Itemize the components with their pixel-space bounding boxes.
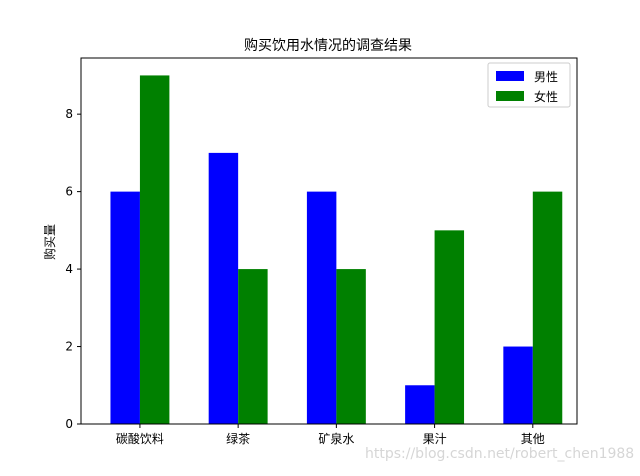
- bar-男性-其他: [503, 346, 533, 424]
- bar-女性-绿茶: [238, 269, 268, 424]
- bar-男性-果汁: [405, 385, 435, 424]
- bar-女性-果汁: [434, 230, 465, 424]
- x-tick-label: 碳酸饮料: [116, 431, 164, 446]
- legend-swatch-女性: [496, 91, 524, 101]
- legend-swatch-男性: [496, 71, 524, 81]
- chart-title: 购买饮用水情况的调查结果: [244, 38, 412, 54]
- legend-label-男性: 男性: [534, 70, 558, 84]
- x-tick-label: 矿泉水: [318, 432, 354, 446]
- y-tick-label: 4: [65, 262, 73, 276]
- bar-女性-碳酸饮料: [139, 75, 170, 424]
- plot-area: [110, 75, 563, 424]
- legend-label-女性: 女性: [534, 89, 558, 104]
- y-tick-label: 6: [65, 185, 73, 199]
- x-tick-label: 其他: [521, 432, 545, 446]
- y-tick-label: 8: [65, 107, 73, 121]
- watermark: https://blog.csdn.net/robert_chen1988: [365, 446, 635, 462]
- y-axis-label: 购买量: [42, 224, 57, 260]
- y-tick-label: 0: [65, 417, 73, 431]
- x-tick-label: 果汁: [423, 432, 447, 446]
- axes: 0 2 4 6 8 碳酸饮料 绿茶 矿泉水 果汁 其他: [65, 57, 578, 446]
- bar-男性-碳酸饮料: [110, 191, 140, 424]
- bar-女性-其他: [532, 191, 563, 424]
- bar-男性-矿泉水: [306, 191, 337, 424]
- bar-男性-绿茶: [208, 152, 239, 424]
- bar-女性-矿泉水: [336, 269, 366, 424]
- x-tick-label: 绿茶: [226, 431, 250, 446]
- y-tick-label: 2: [65, 340, 73, 354]
- plot-frame: [80, 57, 578, 425]
